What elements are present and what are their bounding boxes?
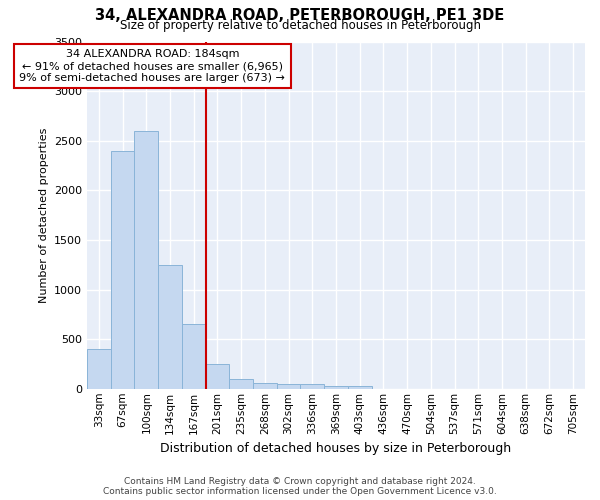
Text: 34, ALEXANDRA ROAD, PETERBOROUGH, PE1 3DE: 34, ALEXANDRA ROAD, PETERBOROUGH, PE1 3D…: [95, 8, 505, 22]
Bar: [182, 324, 206, 389]
Text: Size of property relative to detached houses in Peterborough: Size of property relative to detached ho…: [119, 18, 481, 32]
Text: Contains HM Land Registry data © Crown copyright and database right 2024.
Contai: Contains HM Land Registry data © Crown c…: [103, 476, 497, 496]
Y-axis label: Number of detached properties: Number of detached properties: [38, 128, 49, 303]
Bar: [206, 364, 229, 389]
Bar: [87, 349, 111, 389]
Bar: [229, 379, 253, 389]
Bar: [277, 384, 301, 389]
X-axis label: Distribution of detached houses by size in Peterborough: Distribution of detached houses by size …: [160, 442, 512, 455]
Bar: [348, 386, 371, 389]
Bar: [301, 384, 324, 389]
Bar: [158, 264, 182, 389]
Bar: [324, 386, 348, 389]
Text: 34 ALEXANDRA ROAD: 184sqm
← 91% of detached houses are smaller (6,965)
9% of sem: 34 ALEXANDRA ROAD: 184sqm ← 91% of detac…: [19, 50, 285, 82]
Bar: [253, 384, 277, 389]
Bar: [134, 131, 158, 389]
Bar: [111, 150, 134, 389]
